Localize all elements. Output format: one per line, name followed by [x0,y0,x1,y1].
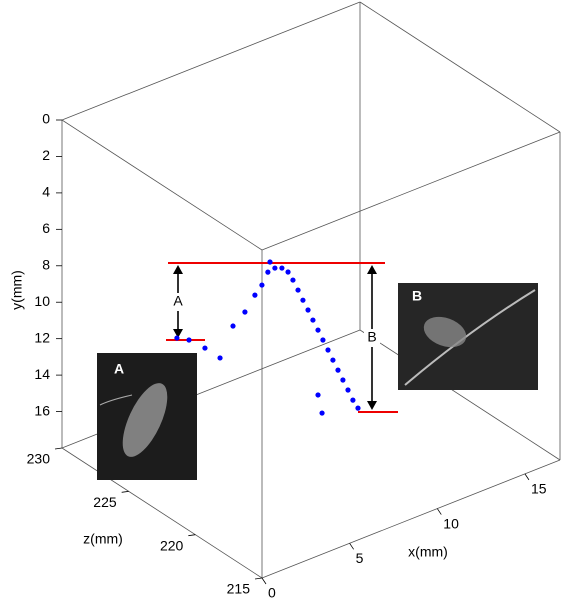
filament [404,289,536,386]
x-tick [261,577,267,585]
point [325,347,331,353]
box-edge [359,329,561,461]
x-tick [349,543,354,550]
inset-b: B [398,283,538,390]
box: 0 2 4 6 8 10 12 14 16 215 220 225 230 0 5 10 15 y(mm) z(mm… [9,1,561,601]
point [300,297,306,303]
y-tick-label: 0 [42,111,50,127]
y-tick-label: 2 [42,147,50,163]
x-axis-label: x(mm) [408,544,448,560]
organism [423,316,467,348]
point [217,355,223,361]
point [320,337,326,343]
y-tick-label: 8 [42,256,50,272]
z-tick-label: 215 [227,581,251,597]
point [355,405,361,411]
y-axis-label: y(mm) [9,270,25,310]
x-tick [524,473,530,481]
point [230,323,236,329]
annotation-label: B [367,329,376,345]
point [340,377,346,383]
point [252,292,258,298]
y-tick-label: 6 [42,220,50,236]
y-tick-label: 14 [34,366,50,382]
z-tick [188,534,196,537]
point [186,337,192,343]
inset-label: B [412,288,422,304]
label-bg [364,329,380,347]
point [315,327,321,333]
y-tick-label: 10 [34,293,50,309]
inset-a: A [97,353,197,480]
z-tick [254,577,263,580]
point [242,309,248,315]
organism [122,383,168,457]
box-edge [359,1,561,133]
y-tick-label: 12 [34,329,50,345]
point [265,269,271,275]
annotations: A B [166,262,398,413]
y-tick-label: 4 [42,184,50,200]
point [350,397,356,403]
x-tick [436,508,442,515]
point [290,277,296,283]
y-tick-label: 16 [34,402,50,418]
point [345,387,351,393]
box-edge [261,459,561,579]
point [279,265,285,271]
antenna [99,394,133,406]
point [259,282,265,288]
point [202,345,208,351]
x-tick-label: 15 [531,481,547,497]
z-tick-label: 225 [93,494,117,510]
point [330,357,336,363]
points [174,259,361,416]
point [310,317,316,323]
x-tick-label: 0 [268,585,276,601]
point [295,287,301,293]
z-tick-label: 220 [160,537,184,553]
z-tick-label: 230 [27,451,51,467]
inset-label: A [114,361,124,377]
point [174,335,180,341]
box-edge [61,1,361,121]
box-edge [61,119,263,251]
box-edge [61,447,263,579]
box-edge [261,131,561,251]
arrow-head [173,265,183,338]
annotation-label: A [173,293,183,309]
point [315,392,321,398]
point [335,367,341,373]
z-axis-label: z(mm) [83,531,123,547]
z-tick [54,447,63,450]
point [267,259,273,265]
point [319,410,325,416]
x-tick-label: 10 [443,515,459,531]
label-bg [170,293,186,311]
point [285,269,291,275]
z-tick [121,490,129,493]
point [272,265,278,271]
x-tick-label: 5 [356,550,364,566]
point [305,307,311,313]
